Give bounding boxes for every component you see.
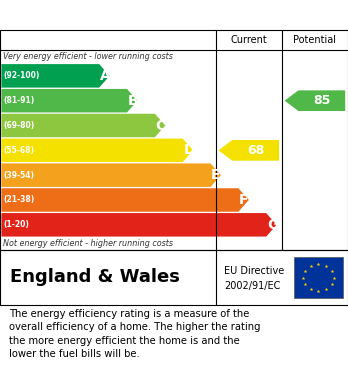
Text: (92-100): (92-100) — [3, 71, 40, 81]
Text: EU Directive: EU Directive — [224, 266, 285, 276]
Text: C: C — [156, 118, 166, 133]
Text: (39-54): (39-54) — [3, 170, 34, 180]
Text: A: A — [100, 69, 111, 83]
Text: 2002/91/EC: 2002/91/EC — [224, 281, 281, 291]
Text: 68: 68 — [247, 144, 264, 157]
Text: G: G — [267, 218, 278, 232]
Polygon shape — [1, 163, 221, 187]
Polygon shape — [1, 213, 277, 237]
Text: Potential: Potential — [293, 35, 337, 45]
Polygon shape — [1, 114, 165, 137]
Text: The energy efficiency rating is a measure of the
overall efficiency of a home. T: The energy efficiency rating is a measur… — [9, 309, 260, 359]
Polygon shape — [1, 89, 137, 113]
Text: Current: Current — [230, 35, 267, 45]
Bar — [294, 256, 343, 298]
Polygon shape — [285, 90, 345, 111]
Text: B: B — [128, 94, 139, 108]
Polygon shape — [1, 64, 110, 88]
Text: (81-91): (81-91) — [3, 96, 35, 105]
Text: (21-38): (21-38) — [3, 196, 35, 204]
Polygon shape — [1, 138, 193, 162]
Text: (69-80): (69-80) — [3, 121, 35, 130]
Text: Very energy efficient - lower running costs: Very energy efficient - lower running co… — [3, 52, 173, 61]
Text: 85: 85 — [313, 94, 331, 107]
Text: Energy Efficiency Rating: Energy Efficiency Rating — [9, 7, 211, 23]
Text: England & Wales: England & Wales — [10, 269, 180, 287]
Polygon shape — [1, 188, 249, 212]
Text: E: E — [211, 168, 221, 182]
Text: Not energy efficient - higher running costs: Not energy efficient - higher running co… — [3, 239, 174, 248]
Text: D: D — [183, 143, 195, 157]
Text: (1-20): (1-20) — [3, 220, 29, 230]
Text: F: F — [239, 193, 248, 207]
Polygon shape — [219, 140, 279, 161]
Text: (55-68): (55-68) — [3, 146, 34, 155]
